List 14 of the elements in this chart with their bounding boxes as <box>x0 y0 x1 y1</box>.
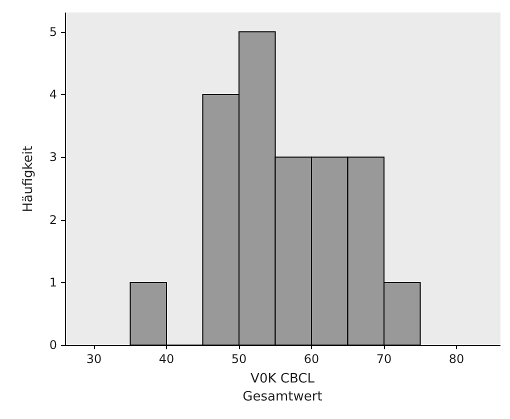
x-tick-label: 50 <box>231 352 247 366</box>
y-tick-label: 2 <box>49 212 57 227</box>
y-tick-label: 5 <box>49 24 57 39</box>
x-tick-label: 30 <box>86 352 102 366</box>
x-axis-title: V0K CBCL Gesamtwert <box>242 372 322 404</box>
x-tick-label: 70 <box>376 352 392 366</box>
y-tick-label: 1 <box>49 275 57 290</box>
x-tick-label: 60 <box>304 352 320 366</box>
x-tick-label: 40 <box>158 352 174 366</box>
y-tick-label: 4 <box>49 87 57 102</box>
y-tick-label: 3 <box>49 150 57 164</box>
x-tick-label: 80 <box>448 352 464 366</box>
y-axis-title: Häufigkeit <box>21 146 36 212</box>
y-tick-label: 0 <box>49 338 57 352</box>
